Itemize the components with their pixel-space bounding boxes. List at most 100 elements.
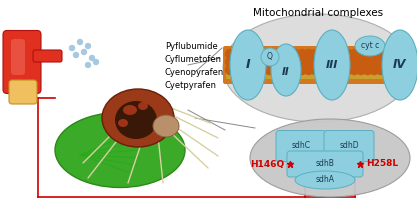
Ellipse shape: [138, 102, 148, 110]
Circle shape: [396, 66, 405, 74]
Circle shape: [298, 49, 306, 58]
Circle shape: [73, 52, 78, 58]
Circle shape: [261, 48, 279, 66]
Circle shape: [383, 66, 392, 74]
FancyBboxPatch shape: [276, 130, 326, 162]
Circle shape: [284, 58, 294, 66]
Circle shape: [324, 49, 333, 58]
Circle shape: [70, 46, 75, 50]
Circle shape: [396, 58, 405, 66]
Circle shape: [317, 58, 326, 66]
Circle shape: [284, 49, 294, 58]
Text: sdhB: sdhB: [316, 160, 334, 168]
Circle shape: [396, 49, 405, 58]
Circle shape: [317, 49, 326, 58]
Circle shape: [376, 66, 385, 74]
Circle shape: [239, 66, 248, 74]
Circle shape: [81, 49, 86, 54]
Circle shape: [370, 66, 379, 74]
Ellipse shape: [223, 14, 413, 122]
FancyBboxPatch shape: [9, 80, 37, 104]
Circle shape: [258, 49, 267, 58]
Circle shape: [284, 66, 294, 74]
Ellipse shape: [382, 30, 417, 100]
Circle shape: [239, 58, 248, 66]
Circle shape: [232, 58, 241, 66]
Ellipse shape: [118, 119, 128, 127]
Circle shape: [278, 66, 287, 74]
Circle shape: [239, 49, 248, 58]
Circle shape: [85, 44, 90, 48]
Circle shape: [226, 58, 234, 66]
Circle shape: [258, 66, 267, 74]
Circle shape: [245, 66, 254, 74]
Circle shape: [330, 66, 339, 74]
Text: Mitochondrial complexes: Mitochondrial complexes: [253, 8, 383, 18]
Circle shape: [226, 66, 234, 74]
Circle shape: [344, 66, 352, 74]
Circle shape: [350, 49, 359, 58]
Circle shape: [337, 49, 346, 58]
Circle shape: [344, 58, 352, 66]
Circle shape: [291, 49, 300, 58]
FancyBboxPatch shape: [3, 30, 41, 94]
Ellipse shape: [55, 112, 185, 188]
Circle shape: [363, 66, 372, 74]
Circle shape: [278, 58, 287, 66]
Circle shape: [402, 58, 412, 66]
Circle shape: [311, 49, 320, 58]
Circle shape: [258, 58, 267, 66]
Circle shape: [271, 49, 280, 58]
Circle shape: [389, 58, 398, 66]
Circle shape: [383, 58, 392, 66]
Text: sdhC: sdhC: [291, 142, 311, 150]
FancyBboxPatch shape: [226, 51, 411, 59]
Text: Cyetpyrafen: Cyetpyrafen: [165, 81, 217, 90]
Ellipse shape: [123, 105, 137, 115]
Ellipse shape: [102, 89, 174, 147]
FancyBboxPatch shape: [33, 50, 62, 62]
Circle shape: [232, 49, 241, 58]
FancyBboxPatch shape: [226, 71, 411, 79]
Circle shape: [363, 49, 372, 58]
Text: Cyenopyrafen: Cyenopyrafen: [165, 68, 224, 77]
Circle shape: [317, 66, 326, 74]
Circle shape: [278, 49, 287, 58]
Circle shape: [357, 49, 366, 58]
Text: sdhD: sdhD: [339, 142, 359, 150]
Text: I: I: [246, 58, 250, 72]
Text: Q: Q: [267, 52, 273, 62]
Circle shape: [370, 49, 379, 58]
Ellipse shape: [271, 44, 301, 96]
Circle shape: [311, 66, 320, 74]
Circle shape: [389, 66, 398, 74]
FancyBboxPatch shape: [287, 151, 363, 177]
Text: cyt c: cyt c: [361, 42, 379, 50]
Circle shape: [245, 49, 254, 58]
Circle shape: [357, 58, 366, 66]
Circle shape: [363, 58, 372, 66]
Circle shape: [245, 58, 254, 66]
Circle shape: [265, 58, 274, 66]
Circle shape: [252, 49, 261, 58]
Circle shape: [324, 66, 333, 74]
Circle shape: [304, 58, 313, 66]
Ellipse shape: [230, 30, 266, 100]
Text: II: II: [282, 67, 290, 77]
Text: H258L: H258L: [366, 160, 398, 168]
Circle shape: [298, 66, 306, 74]
Ellipse shape: [153, 115, 179, 137]
Text: III: III: [326, 60, 338, 70]
Text: sdhA: sdhA: [316, 176, 334, 184]
Circle shape: [311, 58, 320, 66]
Circle shape: [370, 58, 379, 66]
Circle shape: [226, 49, 234, 58]
Circle shape: [402, 49, 412, 58]
FancyBboxPatch shape: [223, 46, 414, 84]
Circle shape: [337, 58, 346, 66]
Ellipse shape: [115, 101, 157, 139]
Circle shape: [357, 66, 366, 74]
Ellipse shape: [250, 119, 410, 197]
Circle shape: [330, 58, 339, 66]
Circle shape: [324, 58, 333, 66]
